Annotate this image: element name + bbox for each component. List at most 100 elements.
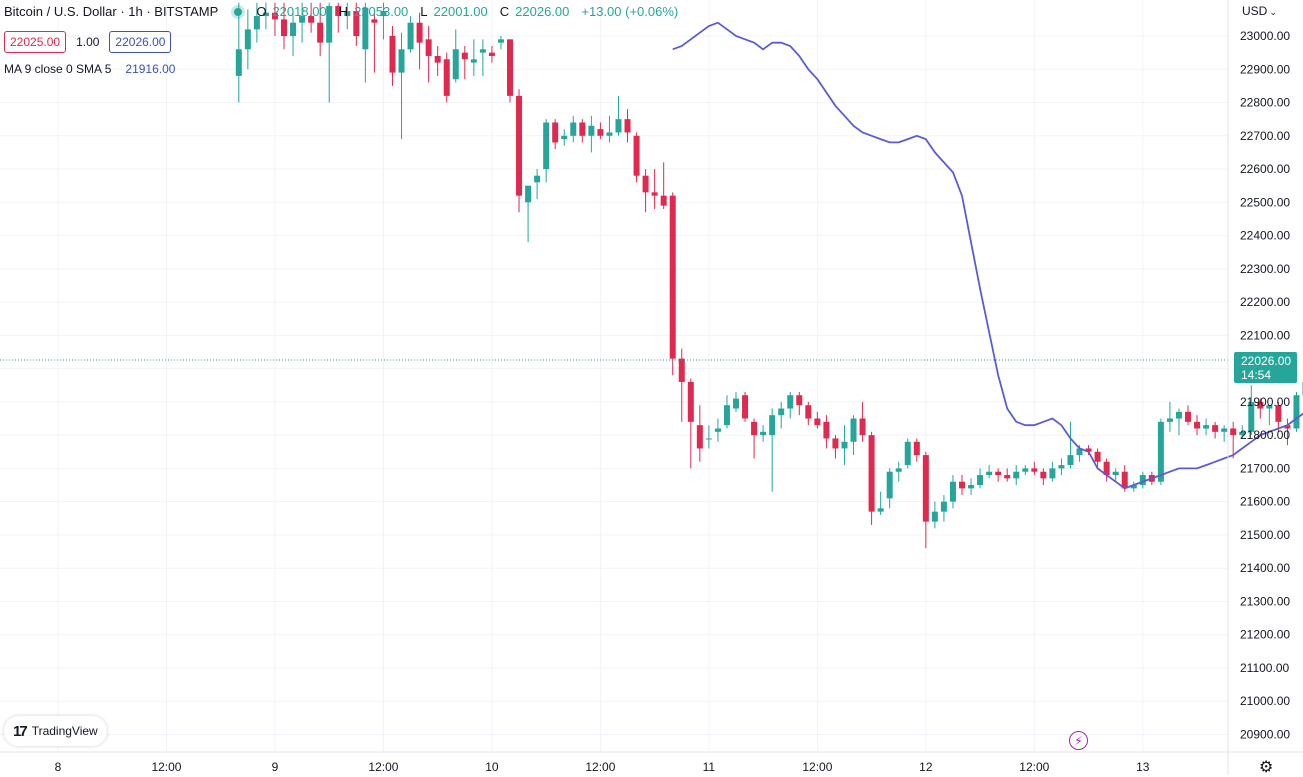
price-axis[interactable]: 23000.0022900.0022800.0022700.0022600.00… (1240, 29, 1290, 742)
candle (1004, 468, 1010, 481)
open-label: O (256, 4, 266, 19)
candle (389, 26, 395, 86)
candle-body (995, 472, 1001, 475)
candle (570, 116, 576, 143)
candle (588, 116, 594, 153)
candle-body (1067, 455, 1073, 465)
time-tick-label: 12:00 (151, 760, 181, 774)
spread-value: 1.00 (72, 35, 103, 49)
candle (417, 13, 423, 70)
time-tick-label: 13 (1136, 760, 1150, 774)
ma-line (673, 23, 1303, 489)
candle (1212, 422, 1218, 439)
candle-body (724, 405, 730, 425)
candle (489, 46, 495, 63)
indicator-legend[interactable]: MA 9 close 0 SMA 5 21916.00 (4, 62, 175, 76)
candle (977, 468, 983, 488)
candle-body (878, 508, 884, 511)
candle-body (923, 455, 929, 522)
candle-body (778, 409, 784, 416)
tradingview-logo[interactable]: 17 TradingView (4, 716, 107, 746)
candle (878, 492, 884, 515)
candle-body (543, 122, 549, 169)
candle (1049, 462, 1055, 482)
candle-body (399, 49, 405, 72)
candle-body (932, 512, 938, 522)
candle-body (498, 39, 504, 42)
candle (905, 438, 911, 468)
time-tick-label: 12:00 (585, 760, 615, 774)
time-tick-label: 12:00 (368, 760, 398, 774)
candle (435, 46, 441, 76)
price-tick-label: 21600.00 (1240, 495, 1290, 509)
candle-body (968, 485, 974, 488)
time-tick-label: 9 (272, 760, 279, 774)
candle (1203, 419, 1209, 436)
candle (814, 412, 820, 429)
candle-body (823, 422, 829, 439)
candle-body (615, 119, 621, 132)
candle (733, 392, 739, 412)
ma-indicator-label[interactable]: MA 9 close 0 SMA 5 (4, 62, 111, 76)
change-value: +13.00 (+0.06%) (581, 4, 678, 19)
gear-icon[interactable]: ⚙︎ (1259, 757, 1273, 777)
candle-body (417, 23, 423, 43)
candle (643, 169, 649, 212)
price-tick-label: 22100.00 (1240, 328, 1290, 342)
candle (950, 475, 956, 508)
candle (480, 39, 486, 76)
candle (1022, 465, 1028, 475)
candle (932, 502, 938, 529)
candle (787, 392, 793, 419)
candle-body (561, 136, 567, 139)
candle (498, 36, 504, 49)
candle-body (597, 129, 603, 136)
candle (986, 465, 992, 478)
time-tick-label: 12:00 (802, 760, 832, 774)
symbol-legend[interactable]: Bitcoin / U.S. Dollar · 1h · BITSTAMP O 2… (4, 4, 684, 19)
price-tick-label: 22500.00 (1240, 195, 1290, 209)
candle-body (977, 475, 983, 485)
candle (968, 478, 974, 495)
candle-body (1185, 412, 1191, 422)
candle (896, 462, 902, 482)
price-tick-label: 22400.00 (1240, 229, 1290, 243)
buy-price-button[interactable]: 22026.00 (109, 31, 171, 53)
symbol-title[interactable]: Bitcoin / U.S. Dollar · 1h · BITSTAMP (4, 4, 218, 19)
candle-body (869, 435, 875, 512)
lightning-icon[interactable]: ⚡︎ (1069, 731, 1088, 750)
candle-body (1230, 428, 1236, 435)
ma-indicator-value: 21916.00 (125, 62, 175, 76)
candle (615, 96, 621, 136)
candle-body (1293, 395, 1299, 428)
candle-body (1176, 412, 1182, 419)
candle (706, 425, 712, 448)
last-price-tag: 22026.00 14:54 (1234, 352, 1297, 383)
price-tick-label: 22300.00 (1240, 262, 1290, 276)
candle-body (1031, 468, 1037, 471)
candle-body (552, 122, 558, 142)
sell-price-button[interactable]: 22025.00 (4, 31, 66, 53)
low-value: 22001.00 (434, 4, 488, 19)
currency-selector[interactable]: USD⌄ (1242, 4, 1277, 18)
candle-body (860, 419, 866, 436)
price-tick-label: 22600.00 (1240, 162, 1290, 176)
candle-body (1167, 419, 1173, 422)
candle (823, 415, 829, 448)
candle (1031, 462, 1037, 475)
price-tick-label: 21700.00 (1240, 461, 1290, 475)
candle (399, 33, 405, 139)
candle (887, 468, 893, 508)
candle (507, 39, 513, 102)
candle (1176, 409, 1182, 436)
price-tick-label: 21500.00 (1240, 528, 1290, 542)
candle (841, 425, 847, 465)
candle-body (814, 419, 820, 426)
candle (462, 46, 468, 79)
candle-body (941, 502, 947, 512)
candle-body (1194, 422, 1200, 429)
candle-body (742, 395, 748, 418)
low-label: L (420, 4, 427, 19)
